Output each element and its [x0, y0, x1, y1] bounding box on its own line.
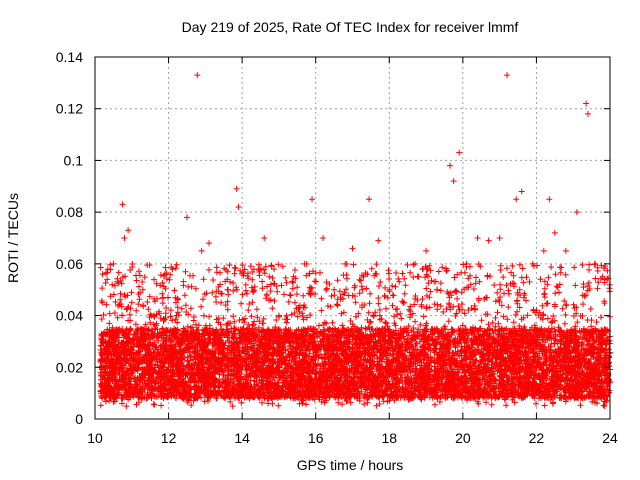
x-tick-label: 16 [308, 430, 324, 446]
data-point [386, 286, 393, 293]
data-point [446, 162, 453, 169]
data-points [97, 72, 613, 410]
data-point [110, 260, 117, 267]
data-point [198, 247, 205, 254]
data-point [103, 343, 110, 350]
data-point [485, 237, 492, 244]
data-point [194, 72, 201, 79]
data-point [119, 201, 126, 208]
data-point [592, 260, 599, 267]
y-tick-label: 0.04 [56, 308, 83, 324]
x-tick-label: 14 [234, 430, 250, 446]
data-point [584, 110, 591, 117]
y-tick-label: 0.02 [56, 359, 83, 375]
y-tick-label: 0 [75, 411, 83, 427]
data-point [246, 325, 253, 332]
data-point [217, 281, 224, 288]
data-point [121, 235, 128, 241]
data-point [349, 245, 356, 252]
data-point [206, 240, 213, 247]
data-point [275, 312, 282, 319]
data-point [331, 286, 338, 293]
x-tick-label: 22 [529, 430, 545, 446]
y-axis-ticks: 0 0.02 0.04 0.06 0.08 0.1 0.12 0.14 [56, 49, 610, 427]
x-axis-ticks: 10 12 14 16 18 20 22 24 [87, 57, 618, 446]
data-point [456, 149, 463, 156]
y-tick-label: 0.08 [56, 204, 83, 220]
x-tick-label: 12 [161, 430, 177, 446]
y-tick-label: 0.12 [56, 101, 83, 117]
data-point [513, 196, 520, 203]
data-point [474, 235, 481, 241]
data-point [599, 273, 606, 280]
data-point [518, 188, 525, 195]
data-point [261, 235, 268, 241]
data-point [125, 227, 132, 234]
data-point [99, 299, 106, 306]
data-point [309, 196, 316, 203]
data-point [529, 260, 536, 267]
data-point [224, 286, 231, 293]
x-tick-label: 10 [87, 430, 103, 446]
data-point [320, 235, 327, 241]
data-point [463, 260, 470, 267]
data-point [366, 196, 373, 203]
x-tick-label: 24 [602, 430, 618, 446]
data-point [540, 247, 547, 254]
x-axis-label: GPS time / hours [297, 457, 404, 473]
data-point [546, 196, 553, 203]
y-tick-label: 0.06 [56, 256, 83, 272]
data-point [434, 286, 441, 293]
data-point [450, 178, 457, 185]
x-tick-label: 18 [381, 430, 397, 446]
data-point [235, 203, 242, 210]
data-point [360, 273, 367, 280]
data-point [161, 271, 168, 278]
data-point [301, 260, 308, 267]
chart-title: Day 219 of 2025, Rate Of TEC Index for r… [182, 19, 519, 35]
data-point [423, 247, 430, 254]
data-point [401, 299, 407, 306]
data-point [412, 260, 419, 267]
data-point [172, 299, 179, 306]
data-point [375, 237, 382, 244]
data-point [233, 185, 240, 192]
data-point [128, 299, 135, 306]
data-point-cloud [97, 261, 613, 410]
y-tick-label: 0.1 [64, 152, 84, 168]
data-point [342, 260, 349, 267]
data-point [562, 247, 569, 254]
plot-frame [94, 56, 611, 420]
data-point [183, 214, 190, 221]
data-point [286, 291, 293, 298]
data-point [551, 229, 558, 236]
y-tick-label: 0.14 [56, 49, 83, 65]
x-tick-label: 20 [455, 430, 471, 446]
data-point [139, 286, 146, 293]
data-point [150, 312, 157, 319]
data-point [496, 235, 503, 241]
data-point [504, 72, 510, 79]
data-point [583, 100, 590, 107]
y-axis-label: ROTI / TECUs [5, 193, 21, 283]
data-point [573, 209, 580, 216]
